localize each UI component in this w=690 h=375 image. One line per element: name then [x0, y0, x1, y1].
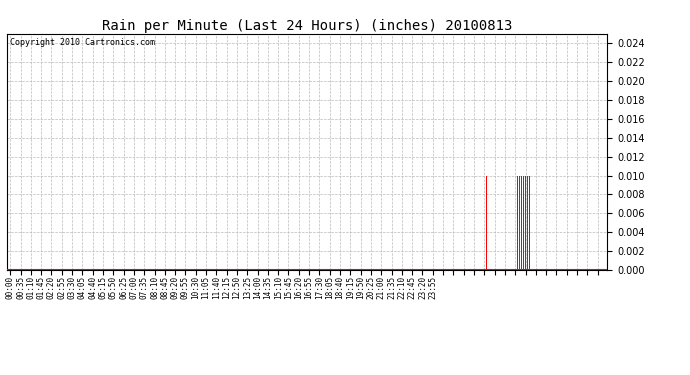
Title: Rain per Minute (Last 24 Hours) (inches) 20100813: Rain per Minute (Last 24 Hours) (inches)…	[102, 19, 512, 33]
Text: Copyright 2010 Cartronics.com: Copyright 2010 Cartronics.com	[10, 39, 155, 48]
